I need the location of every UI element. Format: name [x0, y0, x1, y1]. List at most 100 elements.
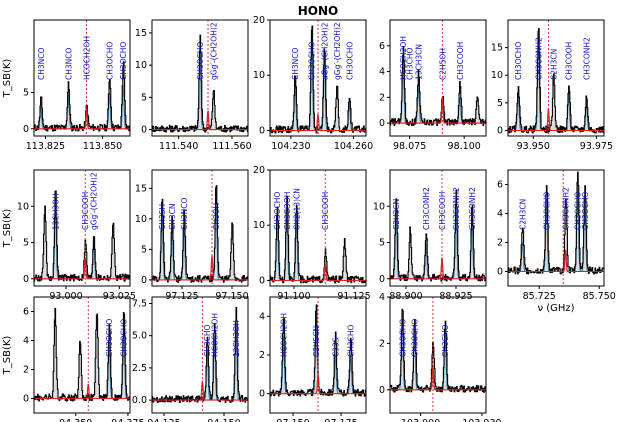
y-tick-label: 6: [23, 307, 29, 318]
y-tick-label: 4: [23, 336, 29, 347]
hono-model-line: [390, 97, 486, 124]
y-tick-label: 0: [23, 394, 29, 405]
molecule-label-1: CH3OCHO: [273, 192, 282, 230]
y-axis-label: T_SB(K): [2, 59, 13, 99]
hono-model-line: [152, 380, 248, 401]
hono-model-line: [390, 257, 486, 280]
y-tick-label: 10: [135, 214, 147, 225]
molecule-label-1: CH3NCO: [291, 48, 300, 80]
observed-spectrum-line: [152, 306, 248, 404]
spectrum-panel-2: CH3OCHO gGg′-(CH2OH)2 0 5 10 15 111.540 111.560: [135, 19, 252, 152]
molecule-label-3: CH3CHO: [441, 324, 450, 357]
y-tick-label: 2: [379, 338, 385, 349]
molecule-label-1: CH3CHO: [203, 324, 212, 357]
molecule-label-5: CH3OCHO: [345, 42, 354, 80]
x-tick-label: 93.950: [517, 141, 550, 152]
molecule-label-5: CH3CONH2: [468, 187, 477, 230]
y-tick-label: 0: [379, 385, 385, 396]
spectrum-panel-11: CH3OCHOCH3OCHO024694.35094.375T_SB(K)ν (…: [2, 296, 145, 422]
hono-model-line: [34, 107, 130, 130]
observed-spectrum-fill: [152, 185, 248, 283]
molecule-label-2: CH3OCHO: [542, 192, 551, 230]
panel-plot-area: CH3OCHO CH3CONH2 C2H3CN CH3COOH CH3CONH2: [508, 20, 604, 136]
y-tick-label: 0: [259, 389, 265, 400]
molecule-label-2: C2H5CN: [312, 326, 321, 357]
panel-frame: [389, 169, 487, 287]
molecule-label-1: 13CH3OH: [51, 193, 60, 230]
observed-spectrum-line: [152, 34, 248, 133]
x-tick-label: 93.975: [580, 141, 613, 152]
molecule-label-4: C2H5OH: [438, 48, 447, 80]
molecule-label-1: HCOCH2OH: [279, 313, 288, 357]
molecule-label-5: CH3CONH2: [582, 37, 591, 80]
y-tick-label: 10: [17, 201, 29, 212]
molecule-label-3: CH2(13)CN: [292, 188, 301, 230]
molecule-label-2: HCOCH2OH: [210, 313, 219, 357]
x-tick-label: 94.350: [59, 418, 92, 422]
molecule-label-3: CH3COOH: [438, 192, 447, 230]
y-tick-label: 15: [135, 183, 147, 194]
molecule-label-1: CH3OCHO: [105, 319, 114, 357]
molecule-label-1: CH3OCHO: [514, 42, 523, 80]
y-tick-label: 0: [497, 267, 503, 278]
y-tick-label: 10: [135, 60, 147, 71]
molecule-label-1: CH3SH: [158, 204, 167, 230]
molecule-label-5: CH3COOH: [456, 42, 465, 80]
spectrum-panel-13: HCOCH2OHC2H5CNC33SCH3CHO02497.15097.175ν…: [259, 296, 367, 422]
y-tick-label: 0: [497, 125, 503, 136]
hono-model-line: [508, 249, 604, 273]
spectrum-panel-14: CH3OCHOCH3OCHOCH3CHO024103.900103.930ν (…: [379, 292, 502, 422]
y-tick-label: 5: [141, 244, 147, 255]
y-tick-label: 0: [379, 118, 385, 129]
molecule-label-1: HCOCH2OH: [399, 36, 408, 80]
molecule-label-1: CH3OCHO: [196, 42, 205, 80]
hono-model-line: [34, 383, 130, 400]
panel-frame: [507, 169, 605, 287]
panel-frame: [389, 19, 487, 137]
molecule-label-2: gGg′-(CH2OH)2: [209, 22, 218, 80]
x-tick-label: 94.150: [207, 418, 240, 422]
x-tick-label: 85.725: [523, 291, 556, 302]
observed-spectrum-line: [508, 28, 604, 134]
molecule-label-3: HCOCH2OH: [83, 36, 92, 80]
molecule-label-3: C2H3CN: [549, 49, 558, 80]
y-tick-label: 4: [259, 311, 265, 322]
y-tick-label: 4: [379, 292, 385, 303]
panel-frame: [389, 296, 487, 414]
panel-plot-area: C2H3CN CH3CONH2 CH3COOH CH3CONH2 CH3CONH2: [390, 170, 486, 286]
observed-spectrum-line: [390, 189, 486, 282]
y-tick-label: 4: [379, 67, 385, 78]
panel-plot-area: HCOCH2OH C2H5CN C33S CH3CHO: [270, 297, 366, 413]
molecule-label-4: CH3COOH: [565, 42, 574, 80]
y-tick-label: 2: [259, 350, 265, 361]
y-axis-label: T_SB(K): [2, 209, 13, 249]
model-total-line: [34, 85, 130, 130]
molecule-label-3: 13CH3OH: [232, 320, 241, 357]
y-tick-label: 2: [23, 365, 29, 376]
y-tick-label: 5: [497, 98, 503, 109]
molecule-label-4: CH3OH: [212, 203, 221, 230]
observed-spectrum-fill: [508, 172, 604, 274]
x-tick-label: 113.825: [26, 141, 65, 152]
panel-frame: [33, 19, 131, 137]
x-tick-label: 98.100: [448, 141, 481, 152]
hono-model-line: [390, 367, 486, 391]
molecule-label-4: CH3OCHO: [105, 42, 114, 80]
molecule-label-2: CH3NCO: [64, 48, 73, 80]
molecule-label-2: CH3CN: [168, 204, 177, 231]
observed-spectrum-line: [390, 45, 486, 127]
hono-model-line: [152, 255, 248, 281]
x-tick-label: 97.175: [324, 418, 357, 422]
y-tick-label: 2: [497, 238, 503, 249]
y-tick-label: 10: [373, 201, 385, 212]
y-tick-label: 5.0: [132, 331, 147, 342]
panel-plot-area: CH3SH CH3CN CH3NCO CH3OH: [152, 170, 248, 286]
molecule-label-1: C2H3CN: [392, 199, 401, 230]
y-tick-label: 0: [259, 125, 265, 136]
y-tick-label: 0: [23, 274, 29, 285]
x-tick-label: 98.075: [393, 141, 426, 152]
x-tick-label: 103.900: [401, 418, 440, 422]
